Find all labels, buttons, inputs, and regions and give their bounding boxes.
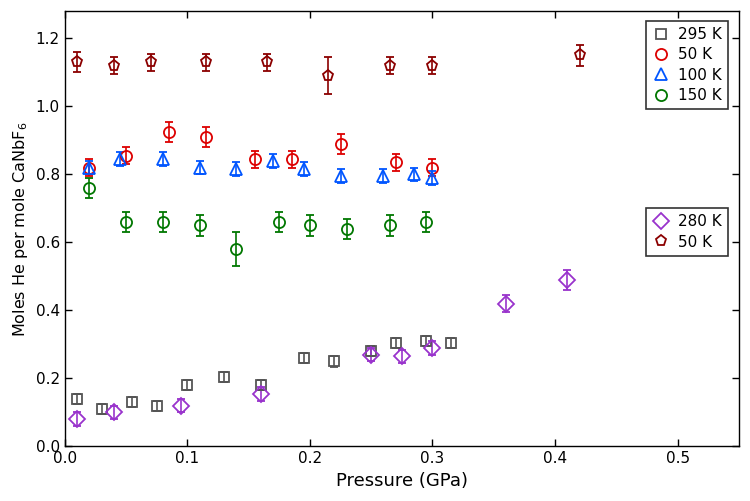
Legend: 280 K, 50 K: 280 K, 50 K (646, 208, 728, 256)
Y-axis label: Moles He per mole CaNbF$_6$: Moles He per mole CaNbF$_6$ (11, 121, 30, 337)
X-axis label: Pressure (GPa): Pressure (GPa) (336, 472, 468, 490)
